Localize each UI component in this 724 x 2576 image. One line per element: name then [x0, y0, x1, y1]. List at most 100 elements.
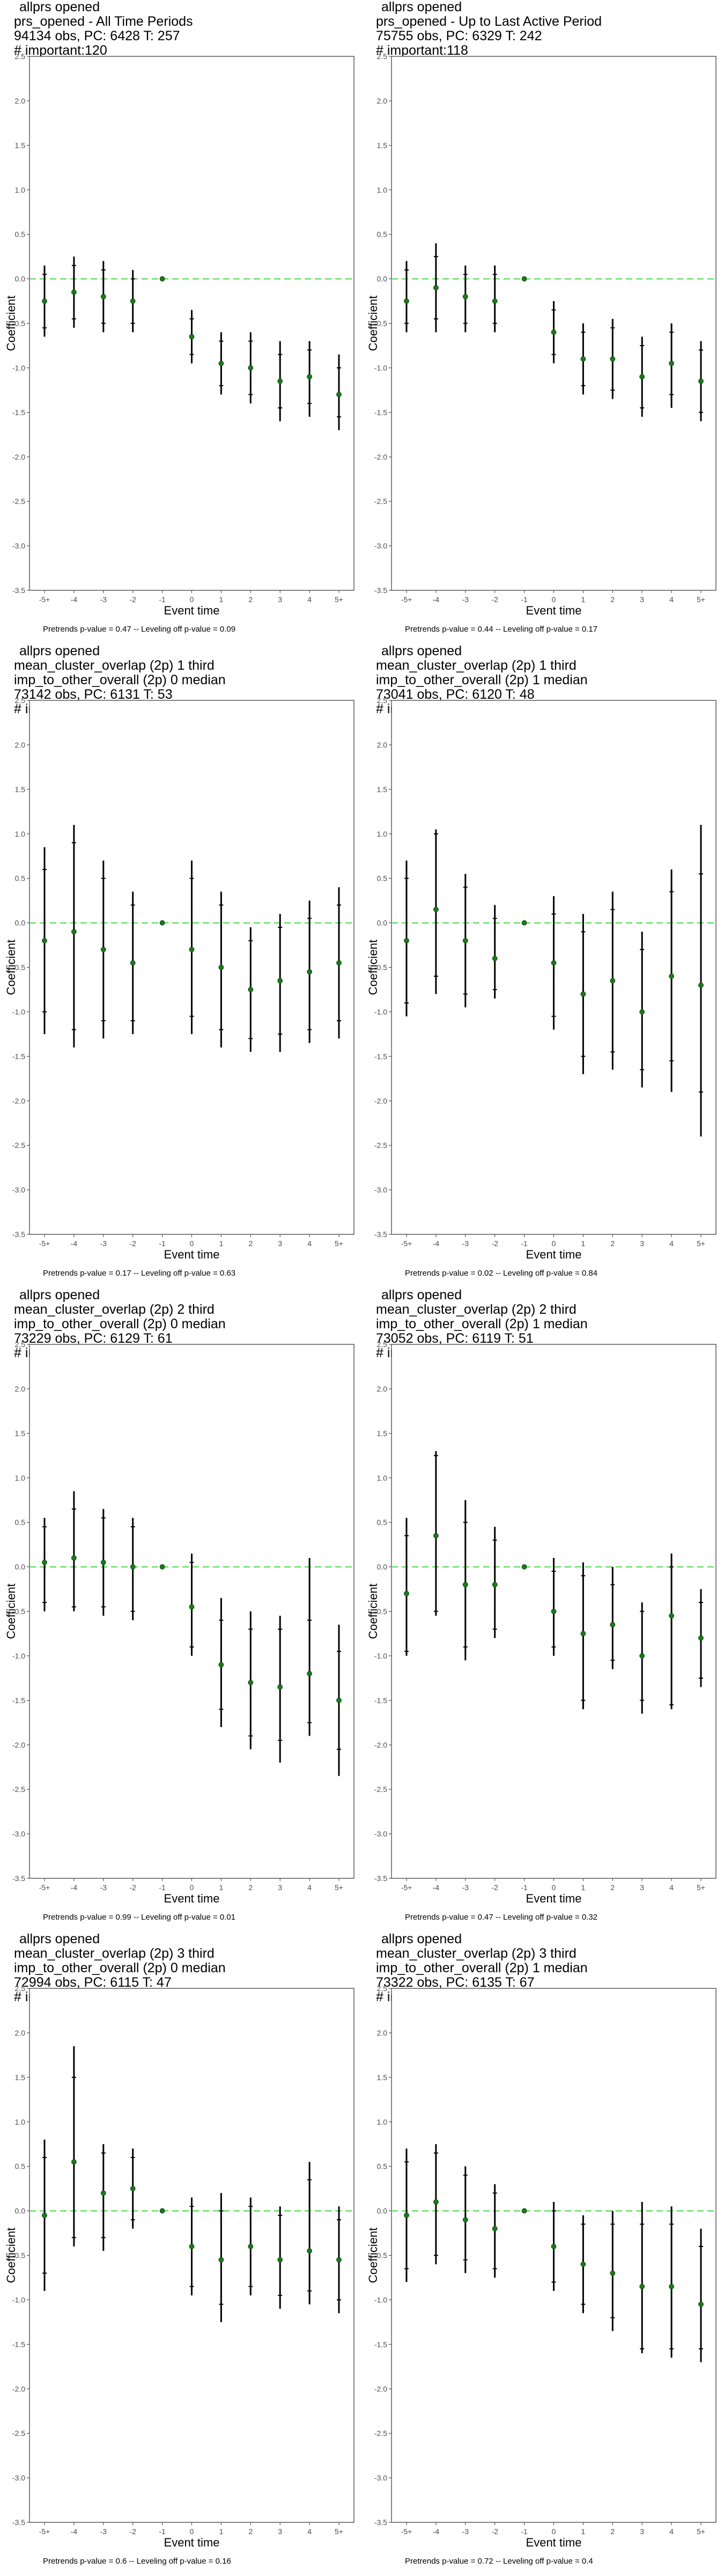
title-line: 73142 obs, PC: 6131 T: 53 [14, 687, 173, 702]
estimate-point [248, 365, 254, 371]
chart-svg: -3.5 -3.0 -2.5 -2.0 -1.5 -1.0 -0.5 0.0 0.5 1.0 1.5… [4, 1340, 354, 1905]
x-tick-label: -2 [491, 1883, 498, 1892]
estimate-point [100, 2190, 106, 2196]
y-tick-label: 2.5 [377, 1340, 388, 1349]
x-tick-label: -3 [100, 2527, 107, 2536]
x-tick-label: 1 [581, 595, 586, 604]
y-tick-label: -3.0 [374, 541, 387, 550]
x-tick-label: 2 [610, 2527, 615, 2536]
title-line: # important:120 [14, 43, 107, 58]
title-line: mean_cluster_overlap (2p) 2 third [376, 1302, 577, 1317]
x-tick-label: -5+ [39, 595, 50, 604]
x-tick-label: 4 [307, 595, 312, 604]
estimate-point [698, 982, 704, 988]
title-line: allprs opened [381, 1931, 462, 1946]
title-line: 73229 obs, PC: 6129 T: 61 [14, 1331, 173, 1346]
x-tick-label: -4 [71, 1239, 78, 1248]
y-tick-label: -1.5 [12, 408, 25, 416]
y-tick-label: -1.0 [12, 363, 25, 372]
y-tick-label: 1.5 [377, 141, 388, 150]
x-tick-label: 3 [278, 1883, 282, 1892]
y-tick-label: -3.5 [12, 586, 25, 595]
y-tick-label: 0.0 [377, 919, 388, 927]
x-tick-label: -3 [100, 1239, 107, 1248]
x-tick-label: -4 [433, 2527, 440, 2536]
estimate-point [42, 1560, 47, 1565]
panel-title: allprs opened mean_cluster_overlap (2p) 1… [14, 644, 346, 716]
chart-svg: -3.5 -3.0 -2.5 -2.0 -1.5 -1.0 -0.5 0.0 0.5 1.0 1.5… [366, 52, 716, 617]
x-tick-label: 5+ [335, 1883, 343, 1892]
y-tick-label: -1.5 [374, 2340, 387, 2348]
panel-title: allprs opened mean_cluster_overlap (2p) 3… [376, 1932, 708, 2004]
estimate-point [218, 361, 224, 367]
x-tick-label: -2 [491, 595, 498, 604]
y-tick-label: 1.5 [15, 785, 26, 794]
pvalue-caption: Pretrends p-value = 0.17 -- Leveling off… [43, 1269, 236, 1278]
x-tick-label: 3 [640, 2527, 644, 2536]
title-line: imp_to_other_overall (2p) 0 median [14, 672, 226, 687]
title-line: imp_to_other_overall (2p) 1 median [376, 1960, 588, 1975]
estimate-point [404, 1591, 409, 1597]
y-axis-title: Coefficient [4, 2228, 18, 2284]
x-tick-label: -2 [129, 595, 136, 604]
y-tick-label: 2.5 [377, 1984, 388, 1993]
x-tick-label: 4 [307, 1883, 312, 1892]
x-tick-label: -4 [433, 1239, 440, 1248]
y-tick-label: 0.0 [377, 2207, 388, 2215]
y-tick-label: 2.0 [15, 1385, 26, 1393]
title-line: 75755 obs, PC: 6329 T: 242 [376, 28, 542, 43]
x-tick-label: -2 [491, 2527, 498, 2536]
y-tick-label: -2.5 [12, 1141, 25, 1150]
y-tick-label: -1.5 [12, 2340, 25, 2348]
estimate-point [307, 374, 312, 379]
x-tick-label: -5+ [401, 595, 412, 604]
y-tick-label: 0.5 [15, 874, 26, 883]
y-axis-title: Coefficient [366, 1584, 380, 1640]
estimate-point [404, 298, 409, 304]
estimate-point [159, 1564, 165, 1570]
y-tick-label: 1.0 [377, 186, 388, 194]
estimate-point [551, 1608, 557, 1614]
title-line: prs_opened - All Time Periods [14, 14, 193, 29]
y-tick-label: 1.0 [15, 1474, 26, 1482]
y-tick-label: -3.0 [12, 1185, 25, 1194]
estimate-point [551, 2244, 557, 2249]
y-axis-title: Coefficient [4, 940, 18, 996]
estimate-point [277, 378, 283, 384]
x-axis-title: Event time [526, 1892, 582, 1905]
title-line: imp_to_other_overall (2p) 1 median [376, 672, 588, 687]
title-line: 73041 obs, PC: 6120 T: 48 [376, 687, 535, 702]
y-tick-label: 0.0 [377, 275, 388, 283]
x-tick-label: -2 [129, 2527, 136, 2536]
estimate-point [580, 1631, 586, 1636]
title-line: 72994 obs, PC: 6115 T: 47 [14, 1975, 172, 1990]
x-tick-label: -5+ [401, 2527, 412, 2536]
title-line: prs_opened - Up to Last Active Period [376, 14, 602, 29]
x-tick-label: -3 [462, 1239, 469, 1248]
title-line: mean_cluster_overlap (2p) 3 third [376, 1946, 577, 1961]
x-tick-label: -4 [71, 1883, 78, 1892]
x-tick-label: 0 [552, 1883, 556, 1892]
y-tick-label: 1.5 [377, 1429, 388, 1438]
x-tick-label: -5+ [39, 2527, 50, 2536]
y-tick-label: 1.0 [377, 1474, 388, 1482]
x-tick-label: 5+ [697, 595, 705, 604]
title-line: allprs opened [19, 643, 100, 658]
x-tick-label: 3 [278, 2527, 282, 2536]
estimate-point [698, 378, 704, 384]
y-tick-label: 1.5 [15, 1429, 26, 1438]
estimate-point [462, 2217, 468, 2223]
x-tick-label: 2 [610, 1883, 615, 1892]
y-tick-label: 0.0 [15, 275, 26, 283]
x-tick-label: -5+ [401, 1239, 412, 1248]
y-tick-label: 0.0 [15, 1563, 26, 1571]
y-tick-label: -2.0 [12, 1740, 25, 1749]
estimate-point [100, 1560, 106, 1565]
title-line: allprs opened [381, 643, 462, 658]
x-tick-label: 2 [610, 1239, 615, 1248]
y-tick-label: -2.0 [12, 1096, 25, 1105]
x-tick-label: 0 [190, 1239, 194, 1248]
title-line: # important:118 [376, 43, 468, 58]
y-tick-label: -1.5 [12, 1052, 25, 1060]
